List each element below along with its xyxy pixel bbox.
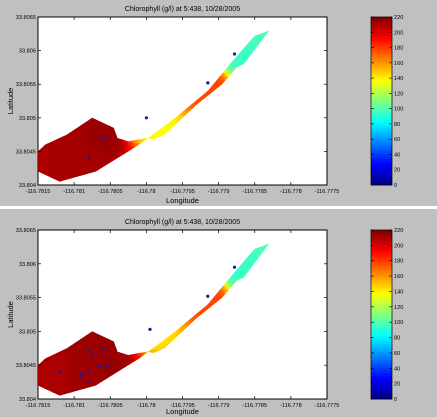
x-tick-label: -116.7775	[315, 403, 340, 409]
colorbar	[370, 229, 393, 400]
chart-svg-1: Chlorophyll (g/l) at 5:438, 10/28/2005 L…	[6, 6, 403, 205]
x-tick-label: -116.7795	[170, 189, 195, 195]
sample-point	[105, 363, 109, 367]
y-tick-label: 33.8045	[16, 363, 36, 369]
x-tick-label: -116.781	[63, 189, 85, 195]
x-axis-label: Longitude	[166, 407, 199, 416]
colorbar-tick-label: 160	[394, 61, 403, 67]
sample-point	[79, 373, 83, 377]
y-tick-label: 33.8065	[16, 15, 36, 21]
x-tick-label: -116.7815	[26, 403, 51, 409]
x-axis-label: Longitude	[166, 196, 199, 205]
colorbar-tick-label: 180	[394, 259, 403, 265]
colorbar-tick-label: 140	[394, 76, 403, 82]
colorbar-tick-label: 80	[394, 122, 400, 128]
colorbar-tick-label: 40	[394, 366, 400, 372]
sample-point	[232, 52, 237, 56]
x-tick-label: -116.779	[208, 189, 230, 195]
sample-point	[86, 370, 91, 374]
colorbar-tick-label: 20	[394, 382, 400, 388]
x-tick-label: -116.779	[208, 403, 230, 409]
y-tick-label: 33.8055	[16, 82, 36, 88]
sample-point	[90, 353, 94, 357]
chart-figure-1: Chlorophyll (g/l) at 5:438, 10/28/2005 L…	[0, 0, 437, 206]
colorbar-tick-label: 120	[394, 305, 403, 311]
colorbar-tick-label: 0	[394, 397, 397, 403]
colorbar-tick-label: 220	[394, 228, 403, 234]
colorbar-tick-label: 180	[394, 46, 403, 52]
colorbar-tick-label: 0	[394, 183, 397, 189]
x-tick-label: -116.7785	[242, 403, 267, 409]
x-tick-label: -116.781	[63, 403, 85, 409]
colorbar-tick-label: 160	[394, 274, 403, 280]
y-axis-label: Latitude	[6, 301, 15, 328]
chart-title: Chlorophyll (g/l) at 5:438, 10/28/2005	[125, 219, 240, 226]
colorbar-tick-label: 200	[394, 243, 403, 249]
y-tick-label: 33.806	[19, 262, 36, 268]
x-tick-label: -116.7785	[242, 189, 267, 195]
x-tick-label: -116.7795	[170, 403, 195, 409]
colorbar	[370, 16, 393, 186]
colorbar-tick-label: 80	[394, 336, 400, 342]
colorbar-tick-label: 120	[394, 91, 403, 97]
sample-point	[101, 136, 105, 140]
y-tick-label: 33.805	[19, 116, 36, 122]
colorbar-tick-label: 100	[394, 320, 403, 326]
x-tick-label: -116.7775	[315, 189, 340, 195]
sample-point	[86, 348, 91, 352]
sample-point	[101, 346, 105, 350]
colorbar-tick-label: 140	[394, 289, 403, 295]
x-tick-label: -116.7815	[26, 189, 51, 195]
y-tick-label: 33.8055	[16, 296, 36, 302]
sample-point	[97, 364, 102, 369]
y-tick-label: 33.804	[19, 183, 36, 189]
sample-point	[86, 380, 91, 384]
sample-point	[148, 327, 152, 331]
sample-point	[232, 265, 237, 269]
sample-point	[144, 116, 148, 120]
x-tick-label: -116.78	[137, 189, 156, 195]
colorbar-tick-label: 200	[394, 30, 403, 36]
y-axis-label: Latitude	[6, 88, 15, 115]
chart-figure-2: Chlorophyll (g/l) at 5:438, 10/28/2005 L…	[0, 209, 437, 417]
y-tick-label: 33.8045	[16, 149, 36, 155]
x-tick-label: -116.7805	[98, 403, 123, 409]
sample-point	[206, 81, 210, 85]
y-tick-label: 33.805	[19, 329, 36, 335]
x-tick-label: -116.778	[280, 403, 302, 409]
x-tick-label: -116.7805	[98, 189, 123, 195]
colorbar-tick-label: 220	[394, 15, 403, 21]
colorbar-tick-label: 40	[394, 152, 400, 158]
sample-point	[58, 370, 62, 374]
colorbar-tick-label: 20	[394, 168, 400, 174]
chart-svg-2: Chlorophyll (g/l) at 5:438, 10/28/2005 L…	[6, 219, 403, 416]
y-tick-label: 33.806	[19, 49, 36, 55]
y-tick-label: 33.8065	[16, 228, 36, 234]
colorbar-tick-label: 60	[394, 351, 400, 357]
y-tick-label: 33.804	[19, 397, 36, 403]
x-tick-label: -116.78	[137, 403, 156, 409]
sample-point	[86, 156, 91, 160]
sample-point	[206, 294, 210, 298]
x-tick-label: -116.778	[280, 189, 302, 195]
colorbar-tick-label: 100	[394, 107, 403, 113]
chart-title: Chlorophyll (g/l) at 5:438, 10/28/2005	[125, 6, 240, 13]
colorbar-tick-label: 60	[394, 137, 400, 143]
